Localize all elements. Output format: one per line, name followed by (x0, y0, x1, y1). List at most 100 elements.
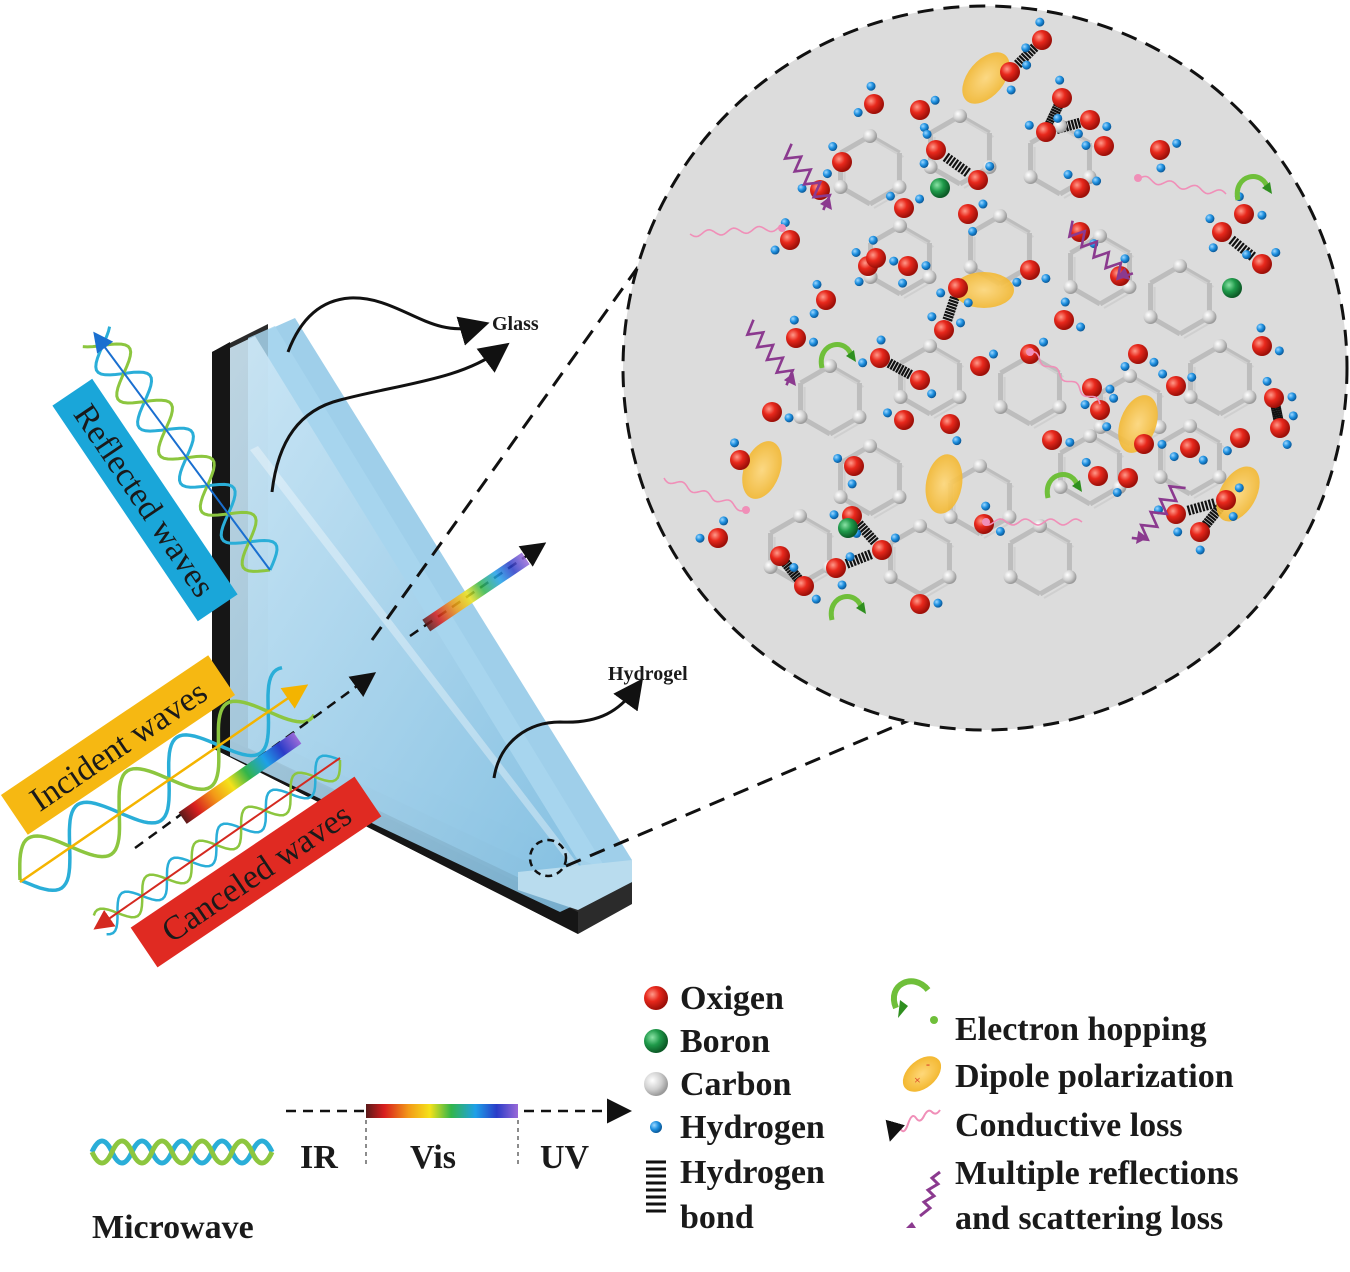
reflected-wave-blue (94, 326, 279, 571)
hydrogen-atom (885, 191, 895, 201)
hydrogen-atom (1065, 437, 1075, 447)
oxygen-legend-icon (644, 986, 668, 1010)
oxygen-atom (898, 256, 918, 276)
canceled-wave-green (92, 760, 342, 919)
oxygen-atom (780, 230, 800, 250)
hydrogen-bond (1205, 515, 1215, 524)
hydrogen-bond-legend-icon (646, 1160, 666, 1213)
oxygen-atom (1088, 466, 1108, 486)
electron-hopping-arrow (828, 594, 865, 621)
electron-hopping-head (846, 350, 856, 362)
oxygen-atom (934, 320, 954, 340)
hydrogen-atom (828, 142, 838, 152)
carbon-atom (1052, 400, 1067, 414)
hydrogen-atom (1271, 247, 1281, 257)
hydrogen-atom (936, 288, 946, 298)
oxygen-atom (1042, 430, 1062, 450)
electron-hopping-icon (891, 978, 938, 1024)
hydrogen-atom (963, 298, 973, 308)
svg-text:-: - (926, 1057, 930, 1071)
multiple-reflection-arrow-head (1136, 530, 1148, 544)
hydrogen-bond (1271, 407, 1282, 412)
electron-hopping-head (1262, 182, 1272, 194)
hydrogen-atom (1092, 176, 1102, 186)
hydrogen-bond (945, 307, 956, 313)
oxygen-atom (1234, 204, 1254, 224)
hydrogen-bond (947, 301, 958, 308)
hydrogen-bond (895, 363, 902, 374)
oxygen-atom (1134, 434, 1154, 454)
hydrogen-atom (1012, 277, 1022, 287)
conductive-loss-arrow (1031, 350, 1101, 405)
mechanism-legend: Electron hopping × - Dipole polarization… (885, 978, 1239, 1237)
hydrogen-bond (1050, 108, 1061, 115)
hydrogen-bond (869, 537, 879, 546)
hydrogen-atom (1288, 411, 1298, 421)
conductive-loss-icon (885, 1109, 941, 1142)
oxygen-atom (708, 528, 728, 548)
hydrogen-atom (853, 108, 863, 118)
carbon-atom (893, 390, 908, 404)
hydrogen-atom (1080, 400, 1090, 410)
carbon-atom (863, 439, 877, 453)
carbon-atom (993, 209, 1007, 223)
conductive-loss-arrow-head (1134, 174, 1142, 182)
uv-label: UV (540, 1139, 590, 1176)
multiple-reflection-arrow (1131, 484, 1186, 542)
hydrogen-bond (1231, 237, 1240, 248)
hydrogen-bond (948, 156, 957, 167)
zoom-line-bottom (565, 718, 911, 868)
carbon-atom (892, 490, 907, 504)
hydrogen-bond (946, 304, 957, 310)
hydrogen-atom (829, 510, 839, 520)
hydrogen-atom (797, 183, 807, 193)
hydrogen-bond-legend-label-1: Hydrogen (680, 1154, 825, 1191)
carbon-atom (1153, 470, 1168, 484)
hydrogen-atom (1041, 273, 1051, 283)
hydrogen-atom (837, 580, 847, 590)
conductive-loss-arrow (985, 518, 1083, 526)
hydrogen-bond (889, 360, 897, 370)
hydrogen-atom (1195, 545, 1205, 555)
hydrogen-bond (906, 369, 913, 380)
hydrogen-atom (1102, 422, 1112, 432)
hydrogen-bond (1234, 240, 1242, 250)
hydrogen-bond (1186, 505, 1192, 516)
incident-wave-green (18, 699, 316, 881)
carbon-atom (1183, 419, 1197, 433)
carbon-atom (793, 509, 807, 523)
boron-atom (1222, 278, 1242, 298)
hydrogen-bond (1193, 503, 1199, 514)
carbon-atom (922, 270, 937, 284)
hydrogen-atom (927, 312, 937, 322)
hydrogen-bond (1073, 118, 1079, 129)
oxygen-atom (1252, 254, 1272, 274)
carbon-atom (833, 490, 848, 504)
oxygen-atom (794, 576, 814, 596)
carbon-atom (863, 129, 877, 143)
hydrogen-bond (1207, 513, 1217, 522)
hydrogen-atom (1198, 455, 1208, 465)
hydrogen-atom (1021, 43, 1031, 53)
microwave-label: Microwave (92, 1209, 254, 1246)
oxygen-atom (1094, 136, 1114, 156)
carbon-atom (953, 109, 967, 123)
hydrogen-bond (861, 527, 871, 536)
hydrogen-atom (1242, 250, 1252, 260)
hydrogen-atom (1156, 163, 1166, 173)
hydrogen-atom (1228, 512, 1238, 522)
oxygen-atom (1180, 438, 1200, 458)
oxygen-atom (762, 402, 782, 422)
carbon-atom (883, 570, 898, 584)
hydrogen-bond (1271, 409, 1282, 414)
hydrogen-atom (930, 95, 940, 105)
conductive-loss-arrow-head (982, 518, 990, 526)
conductive-loss-arrow-head (778, 224, 786, 232)
hydrogen-bond (948, 298, 959, 305)
hydrogen-bond (844, 558, 851, 569)
hydrogen-bond (1201, 519, 1212, 529)
carbon-atom (973, 459, 987, 473)
oxygen-atom (1270, 418, 1290, 438)
carbon-atom (952, 390, 967, 404)
